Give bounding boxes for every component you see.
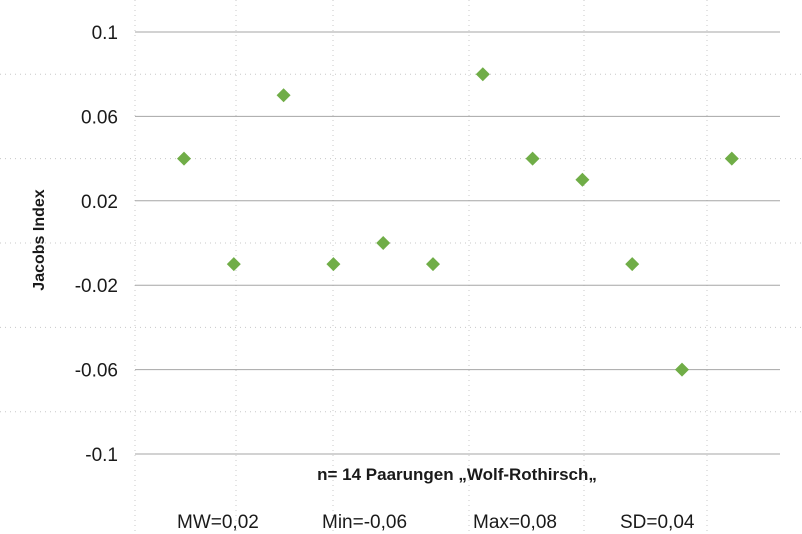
data-point bbox=[525, 151, 540, 166]
data-points bbox=[177, 67, 739, 377]
y-tick-labels: 0.1 0.06 0.02 -0.02 -0.06 -0.1 bbox=[75, 23, 118, 466]
y-tick-label: -0.1 bbox=[85, 445, 118, 466]
y-tick-label: -0.02 bbox=[75, 276, 118, 297]
y-tick-label: 0.1 bbox=[92, 23, 118, 44]
stat-max: Max=0,08 bbox=[473, 512, 557, 533]
y-axis-title: Jacobs Index bbox=[31, 189, 48, 290]
y-tick-label: 0.06 bbox=[81, 107, 118, 128]
data-point bbox=[426, 257, 440, 272]
y-tick-label: -0.06 bbox=[75, 361, 118, 382]
data-point bbox=[575, 172, 590, 187]
data-point bbox=[276, 88, 291, 103]
data-point bbox=[177, 151, 191, 166]
data-point bbox=[475, 67, 490, 82]
stat-mean: MW=0,02 bbox=[177, 512, 259, 533]
data-point bbox=[625, 257, 640, 272]
data-point bbox=[376, 236, 391, 250]
x-axis-title: n= 14 Paarungen „Wolf-Rothirsch„ bbox=[317, 465, 597, 484]
y-tick-label: 0.02 bbox=[81, 192, 118, 213]
stat-sd: SD=0,04 bbox=[620, 512, 695, 533]
stat-min: Min=-0,06 bbox=[322, 512, 407, 533]
data-point bbox=[724, 151, 739, 166]
data-point bbox=[675, 362, 689, 377]
data-point bbox=[326, 257, 341, 272]
data-point bbox=[226, 257, 241, 272]
